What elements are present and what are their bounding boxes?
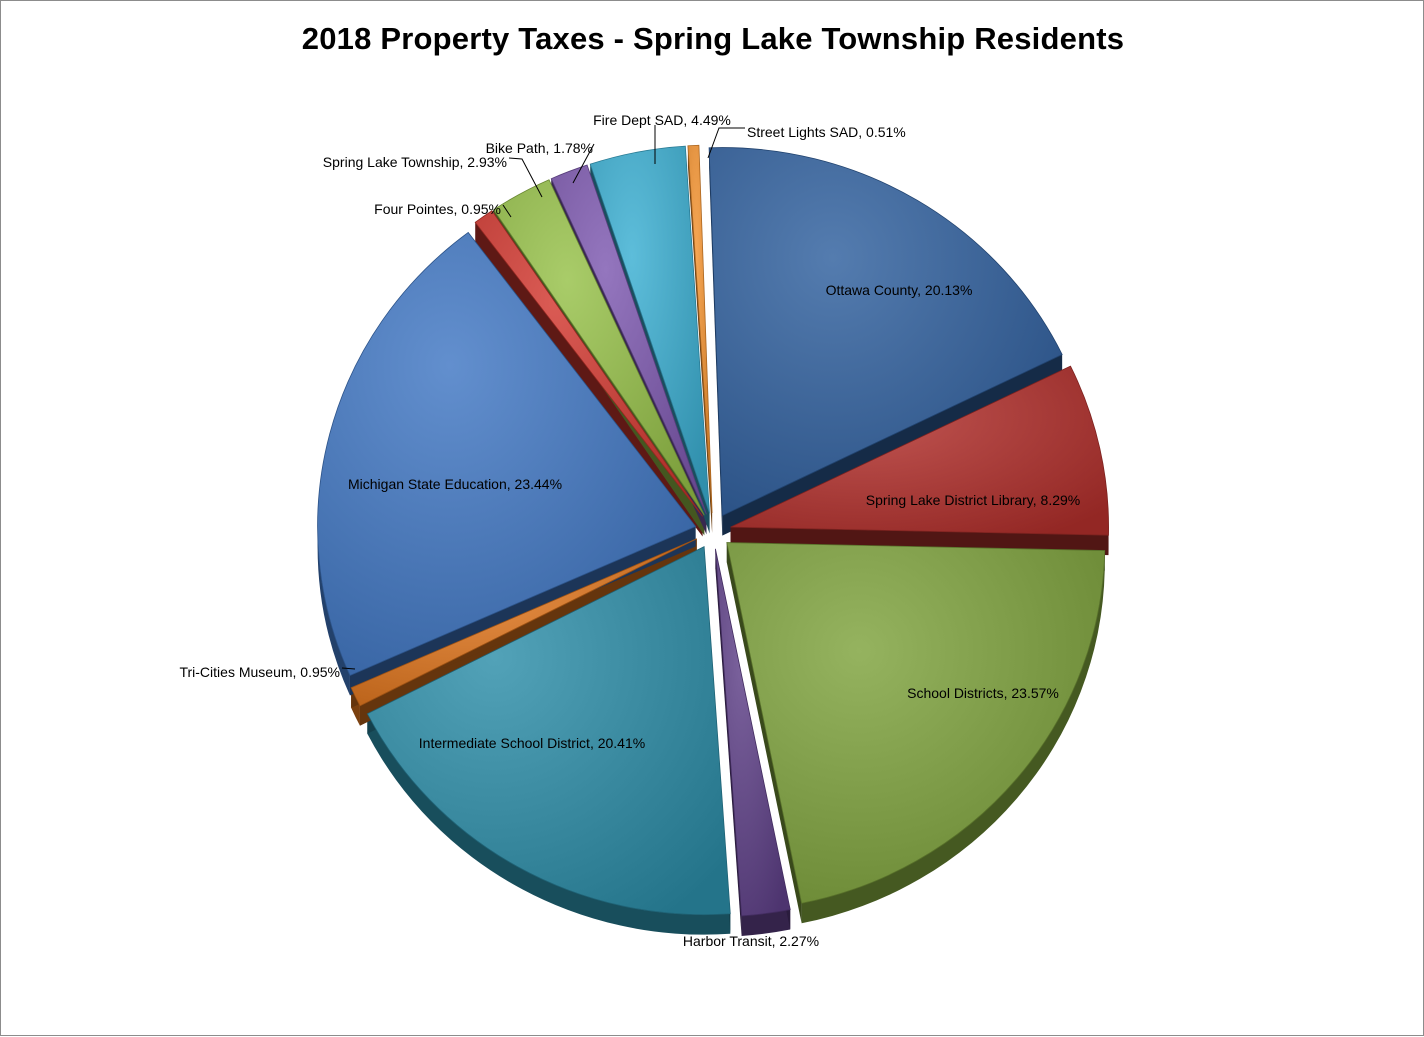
slice-label-bike-path: Bike Path, 1.78% bbox=[486, 140, 593, 156]
slice-label-ottawa-county: Ottawa County, 20.13% bbox=[826, 282, 973, 298]
slice-label-fire-dept-sad: Fire Dept SAD, 4.49% bbox=[593, 112, 731, 128]
slice-label-michigan-state-education: Michigan State Education, 23.44% bbox=[348, 476, 562, 492]
slice-label-tri-cities-museum: Tri-Cities Museum, 0.95% bbox=[179, 664, 340, 680]
pie-tops bbox=[318, 145, 1109, 916]
slice-school-districts bbox=[727, 543, 1105, 904]
slice-label-spring-lake-township: Spring Lake Township, 2.93% bbox=[323, 154, 507, 170]
slice-label-spring-lake-district-library: Spring Lake District Library, 8.29% bbox=[866, 492, 1081, 508]
slice-label-intermediate-school-district: Intermediate School District, 20.41% bbox=[419, 735, 645, 751]
slice-label-four-pointes: Four Pointes, 0.95% bbox=[374, 201, 501, 217]
slice-label-school-districts: School Districts, 23.57% bbox=[907, 685, 1059, 701]
slice-label-street-lights-sad: Street Lights SAD, 0.51% bbox=[747, 124, 906, 140]
slice-label-harbor-transit: Harbor Transit, 2.27% bbox=[683, 933, 819, 949]
